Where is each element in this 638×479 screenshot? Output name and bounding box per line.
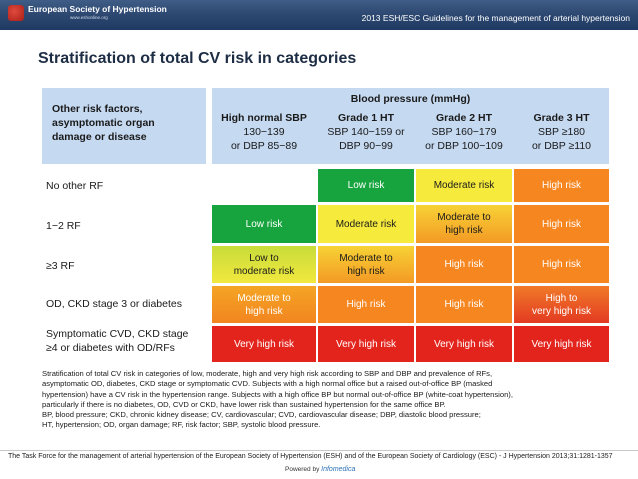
risk-cell-moderate: Moderate risk <box>416 169 512 202</box>
column-header-grade1: Grade 1 HT SBP 140−159 or DBP 90−99 <box>327 112 405 152</box>
risk-cell-moderate-to-high: Moderate to high risk <box>212 286 316 323</box>
bp-header-label: Blood pressure (mmHg) <box>350 93 471 105</box>
risk-cell-high: High risk <box>416 286 512 323</box>
infomedica-logo-icon: Infomedica <box>321 466 356 473</box>
risk-cell-empty <box>212 169 316 202</box>
risk-cell-moderate-to-high: Moderate to high risk <box>318 246 414 283</box>
risk-cell-low-to-moderate: Low to moderate risk <box>212 246 316 283</box>
risk-cell-high: High risk <box>514 246 609 283</box>
corner-header-bg <box>42 88 206 164</box>
row-label-symptomatic-cvd: Symptomatic CVD, CKD stage ≥4 or diabete… <box>46 328 189 354</box>
corner-header-label: Other risk factors, asymptomatic organ d… <box>52 103 155 143</box>
footer-divider <box>0 450 638 451</box>
column-header-grade3: Grade 3 HT SBP ≥180 or DBP ≥110 <box>531 112 592 152</box>
table-caption: Stratification of total CV risk in categ… <box>42 369 513 430</box>
risk-cell-high: High risk <box>514 205 609 243</box>
top-banner: European Society of Hypertension www.esh… <box>0 0 638 30</box>
powered-by: Powered by Infomedica <box>285 466 356 473</box>
risk-cell-very-high: Very high risk <box>514 326 609 362</box>
risk-cell-moderate-to-high: Moderate to high risk <box>416 205 512 243</box>
risk-cell-low: Low risk <box>318 169 414 202</box>
risk-cell-high: High risk <box>416 246 512 283</box>
brand-name: European Society of Hypertension <box>28 4 167 14</box>
guidelines-title: 2013 ESH/ESC Guidelines for the manageme… <box>361 13 630 23</box>
risk-cell-high: High risk <box>514 169 609 202</box>
column-header-grade2: Grade 2 HT SBP 160−179 or DBP 100−109 <box>425 112 503 152</box>
footer-citation: The Task Force for the management of art… <box>8 453 613 460</box>
brand-url: www.eshonline.org <box>70 15 108 20</box>
risk-cell-very-high: Very high risk <box>318 326 414 362</box>
risk-cell-high: High risk <box>318 286 414 323</box>
risk-cell-low: Low risk <box>212 205 316 243</box>
esh-logo-icon <box>8 5 24 21</box>
risk-cell-very-high: Very high risk <box>212 326 316 362</box>
risk-cell-high-to-very-high: High to very high risk <box>514 286 609 323</box>
slide-title: Stratification of total CV risk in categ… <box>38 50 357 67</box>
bp-header-bg <box>212 88 609 164</box>
row-label-3-rf: ≥3 RF <box>46 260 75 272</box>
row-label-no-rf: No other RF <box>46 180 104 192</box>
row-label-1-2-rf: 1−2 RF <box>46 220 81 232</box>
row-label-od-ckd3: OD, CKD stage 3 or diabetes <box>46 298 182 310</box>
column-header-high-normal: High normal SBP 130−139 or DBP 85−89 <box>221 112 307 152</box>
risk-cell-moderate: Moderate risk <box>318 205 414 243</box>
risk-cell-very-high: Very high risk <box>416 326 512 362</box>
